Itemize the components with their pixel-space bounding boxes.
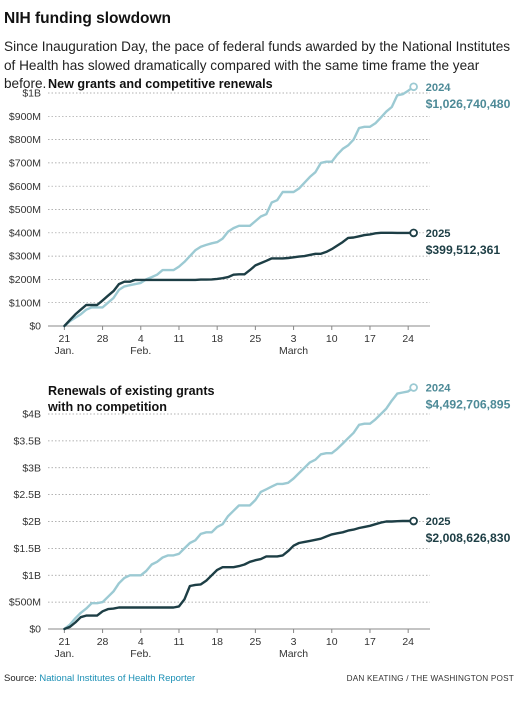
y-tick-label: $900M bbox=[9, 111, 41, 123]
series-name-label-2025: 2025 bbox=[426, 228, 451, 240]
series-end-marker-2024 bbox=[409, 82, 418, 92]
x-tick-label: 10 bbox=[326, 333, 338, 345]
y-tick-label: $0 bbox=[29, 624, 41, 636]
series-name-label-2025: 2025 bbox=[426, 516, 451, 528]
x-tick-label: 3 bbox=[291, 333, 297, 345]
series-end-marker-2025 bbox=[409, 228, 418, 238]
headline: NIH funding slowdown bbox=[4, 10, 172, 27]
x-tick-month: Jan. bbox=[54, 648, 74, 660]
x-tick-month: Jan. bbox=[54, 345, 74, 357]
x-tick-label: 3 bbox=[291, 636, 297, 648]
series-end-marker-2024 bbox=[409, 383, 418, 392]
series-name-label-2024: 2024 bbox=[426, 383, 452, 395]
y-tick-label: $1B bbox=[22, 88, 41, 100]
y-tick-label: $0 bbox=[29, 321, 41, 333]
y-tick-label: $700M bbox=[9, 158, 41, 170]
series-line-2025 bbox=[63, 519, 415, 631]
y-tick-label: $2.5B bbox=[14, 489, 41, 501]
x-tick-label: 24 bbox=[402, 333, 414, 345]
y-tick-label: $200M bbox=[9, 274, 41, 286]
series-end-marker-2025 bbox=[409, 516, 418, 526]
y-tick-label: $500M bbox=[9, 204, 41, 216]
x-tick-label: 11 bbox=[174, 333, 185, 345]
credit-line: DAN KEATING / THE WASHINGTON POST bbox=[346, 674, 514, 683]
x-tick-label: 11 bbox=[174, 636, 185, 648]
y-tick-label: $800M bbox=[9, 134, 41, 146]
x-tick-label: 10 bbox=[326, 636, 338, 648]
y-tick-label: $2B bbox=[22, 516, 41, 528]
y-tick-label: $600M bbox=[9, 181, 41, 193]
x-tick-month: Feb. bbox=[130, 648, 151, 660]
y-tick-label: $1.5B bbox=[14, 543, 41, 555]
x-tick-label: 28 bbox=[97, 333, 109, 345]
dek-text: Since Inauguration Day, the pace of fede… bbox=[4, 39, 511, 91]
x-tick-label: 24 bbox=[402, 636, 414, 648]
series-line-2025 bbox=[63, 231, 415, 328]
x-tick-label: 4 bbox=[138, 636, 144, 648]
x-tick-label: 17 bbox=[364, 636, 376, 648]
x-tick-label: 25 bbox=[250, 636, 262, 648]
series-line-2024 bbox=[63, 386, 415, 631]
y-tick-label: $3.5B bbox=[14, 435, 41, 447]
source-label: Source: bbox=[4, 673, 40, 684]
y-tick-label: $3B bbox=[22, 462, 41, 474]
series-value-label-2024: $1,026,740,480 bbox=[426, 97, 511, 111]
y-tick-label: $500M bbox=[9, 597, 41, 609]
chart-title-new-grants: New grants and competitive renewals bbox=[48, 77, 273, 91]
x-tick-label: 17 bbox=[364, 333, 376, 345]
x-tick-label: 21 bbox=[59, 636, 71, 648]
x-tick-label: 21 bbox=[59, 333, 71, 345]
source-link[interactable]: National Institutes of Health Reporter bbox=[39, 673, 196, 684]
x-tick-label: 18 bbox=[211, 636, 223, 648]
x-tick-month: March bbox=[279, 345, 308, 357]
y-tick-label: $400M bbox=[9, 227, 41, 239]
x-tick-month: Feb. bbox=[130, 345, 151, 357]
series-value-label-2024: $4,492,706,895 bbox=[426, 398, 511, 412]
source-note: Source: National Institutes of Health Re… bbox=[4, 673, 195, 684]
y-tick-label: $1B bbox=[22, 570, 41, 582]
x-tick-label: 25 bbox=[250, 333, 262, 345]
series-value-label-2025: $399,512,361 bbox=[426, 243, 501, 257]
x-tick-label: 28 bbox=[97, 636, 109, 648]
x-tick-month: March bbox=[279, 648, 308, 660]
y-tick-label: $100M bbox=[9, 297, 41, 309]
y-tick-label: $300M bbox=[9, 251, 41, 263]
series-value-label-2025: $2,008,626,830 bbox=[426, 531, 511, 545]
y-tick-label: $4B bbox=[22, 409, 41, 421]
x-tick-label: 18 bbox=[211, 333, 223, 345]
chart-title-renewals: Renewals of existing grants with no comp… bbox=[48, 384, 215, 414]
series-line-2024 bbox=[63, 85, 415, 328]
series-name-label-2024: 2024 bbox=[426, 82, 452, 94]
x-tick-label: 4 bbox=[138, 333, 144, 345]
